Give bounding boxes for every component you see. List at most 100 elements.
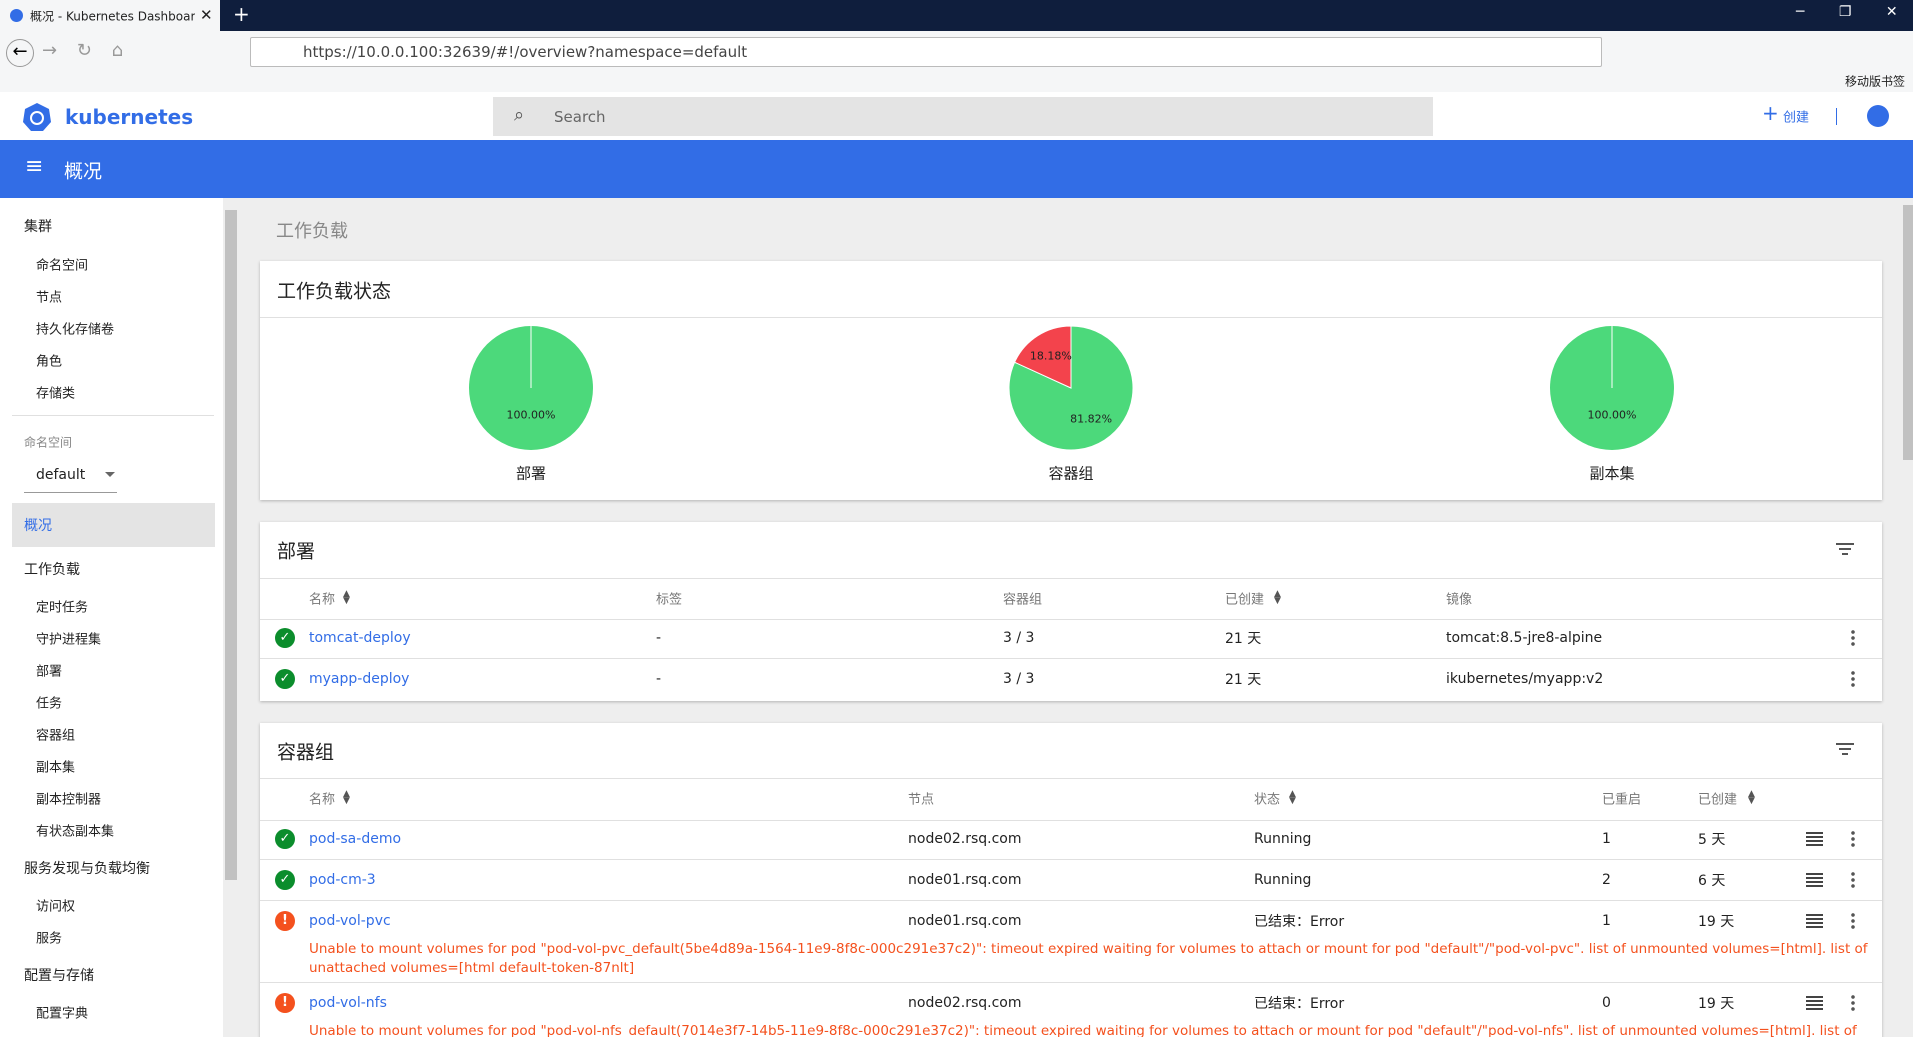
user-icon[interactable]	[1867, 105, 1889, 127]
column-header[interactable]: 名称	[309, 592, 336, 608]
sidebar-section[interactable]: 服务发现与负载均衡	[24, 861, 150, 877]
pods-card	[260, 723, 1882, 1037]
sidebar-item[interactable]: 定时任务	[36, 600, 89, 616]
column-header[interactable]: 状态	[1254, 792, 1281, 808]
sidebar-item[interactable]: 任务	[36, 696, 63, 712]
slice-label: 81.82%	[1070, 412, 1112, 425]
sidebar-item[interactable]: 容器组	[36, 728, 76, 744]
row-link[interactable]: pod-cm-3	[309, 872, 376, 888]
sidebar	[0, 198, 223, 1037]
sidebar-item[interactable]: 副本集	[36, 760, 76, 776]
cell: node02.rsq.com	[908, 995, 1022, 1011]
hr	[260, 820, 1882, 821]
new-tab[interactable]: +	[233, 2, 250, 26]
row-menu[interactable]	[1851, 670, 1855, 688]
row-link[interactable]: pod-vol-nfs	[309, 995, 387, 1011]
menu-button[interactable]: ≡	[25, 154, 44, 179]
filter-icon[interactable]	[1836, 742, 1854, 756]
row-menu[interactable]	[1851, 912, 1855, 930]
address-bar[interactable]	[250, 37, 1602, 67]
logo[interactable]: kubernetes	[65, 105, 194, 129]
cell: 已结束：Error	[1254, 914, 1345, 930]
column-header[interactable]: 容器组	[1003, 592, 1043, 608]
search-box[interactable]	[493, 97, 1433, 136]
cell: 0	[1602, 995, 1611, 1011]
column-header[interactable]: 已创建	[1698, 792, 1738, 808]
pie-chart: 100.00%	[469, 326, 593, 450]
bookmark[interactable]: 移动版书签	[1845, 74, 1906, 89]
sidebar-item[interactable]: 副本控制器	[36, 792, 102, 808]
pie-slice[interactable]	[1013, 325, 1072, 389]
sidebar-item[interactable]: 存储类	[36, 386, 76, 402]
tab-bar	[0, 0, 1913, 31]
sidebar-item[interactable]: 持久化存储卷	[36, 322, 115, 338]
chart-label: 部署	[515, 464, 547, 483]
create-button[interactable]: 创建	[1783, 110, 1810, 126]
tab-icon	[10, 9, 23, 22]
back-button[interactable]: ←	[6, 39, 34, 67]
logs-icon[interactable]	[1806, 996, 1823, 1010]
slice-label: 100.00%	[507, 408, 556, 421]
card-title: 工作负载状态	[277, 280, 392, 303]
tab-close[interactable]: ✕	[200, 6, 213, 24]
cell: Running	[1254, 831, 1312, 847]
column-header[interactable]: 标签	[656, 592, 683, 608]
filter-icon[interactable]	[1836, 542, 1854, 556]
sort-icon[interactable]: ▲ ▼	[343, 589, 350, 606]
sidebar-scrollbar	[225, 210, 237, 880]
row-link[interactable]: myapp-deploy	[309, 671, 410, 687]
row-link[interactable]: pod-vol-pvc	[309, 913, 391, 929]
sidebar-item[interactable]: 访问权	[36, 899, 76, 915]
column-header[interactable]: 名称	[309, 792, 336, 808]
row-link[interactable]: pod-sa-demo	[309, 831, 402, 847]
status-icon: ✓	[275, 870, 295, 890]
cell: 5 天	[1698, 832, 1726, 848]
sidebar-item[interactable]: 部署	[36, 664, 63, 680]
sidebar-item[interactable]: 角色	[36, 354, 63, 370]
sidebar-section[interactable]: 工作负载	[24, 562, 80, 578]
sidebar-item[interactable]: 守护进程集	[36, 632, 102, 648]
sort-icon[interactable]: ▲ ▼	[1289, 789, 1296, 806]
row-menu[interactable]	[1851, 994, 1855, 1012]
tab-title: 概况 - Kubernetes Dashboard	[30, 9, 195, 24]
namespace-select[interactable]: default	[36, 467, 86, 483]
sort-icon[interactable]: ▲ ▼	[1274, 589, 1281, 606]
status-icon: !	[275, 993, 295, 1013]
column-header[interactable]: 已创建	[1225, 592, 1265, 608]
sidebar-item[interactable]: 有状态副本集	[36, 824, 115, 840]
row-menu[interactable]	[1851, 830, 1855, 848]
status-icon: ✓	[275, 829, 295, 849]
column-header[interactable]: 节点	[908, 792, 935, 808]
sort-icon[interactable]: ▲ ▼	[343, 789, 350, 806]
logs-icon[interactable]	[1806, 832, 1823, 846]
hr	[24, 492, 117, 493]
sort-icon[interactable]: ▲ ▼	[1748, 789, 1755, 806]
toolbar-title: 概况	[64, 160, 103, 183]
row-menu[interactable]	[1851, 629, 1855, 647]
cell: 1	[1602, 913, 1611, 929]
hr	[260, 619, 1882, 620]
sidebar-item[interactable]: 服务	[36, 931, 63, 947]
error-message: Unable to mount volumes for pod "pod-vol…	[309, 1023, 1857, 1037]
logs-icon[interactable]	[1806, 873, 1823, 887]
row-menu[interactable]	[1851, 871, 1855, 889]
url: https://10.0.0.100:32639/#!/overview?nam…	[303, 43, 748, 61]
cell: node02.rsq.com	[908, 831, 1022, 847]
column-header[interactable]: 镜像	[1446, 592, 1473, 608]
logs-icon[interactable]	[1806, 914, 1823, 928]
sidebar-section[interactable]: 配置与存储	[24, 968, 94, 984]
sidebar-item[interactable]: 命名空间	[36, 258, 89, 274]
tab[interactable]	[0, 0, 220, 31]
column-header[interactable]: 已重启	[1602, 792, 1642, 808]
deployments-card	[260, 522, 1882, 701]
sidebar-item[interactable]: 概况	[24, 518, 52, 534]
window-controls[interactable]: ─ ❐ ✕	[1796, 4, 1898, 20]
hr	[260, 982, 1882, 983]
logo-icon	[23, 103, 51, 131]
row-link[interactable]: tomcat-deploy	[309, 630, 411, 646]
sidebar-item[interactable]: 节点	[36, 290, 63, 306]
sidebar-item[interactable]: 配置字典	[36, 1006, 89, 1022]
cell: 19 天	[1698, 996, 1735, 1012]
hr	[260, 859, 1882, 860]
nav-buttons[interactable]: → ↻ ⌂	[42, 40, 124, 61]
